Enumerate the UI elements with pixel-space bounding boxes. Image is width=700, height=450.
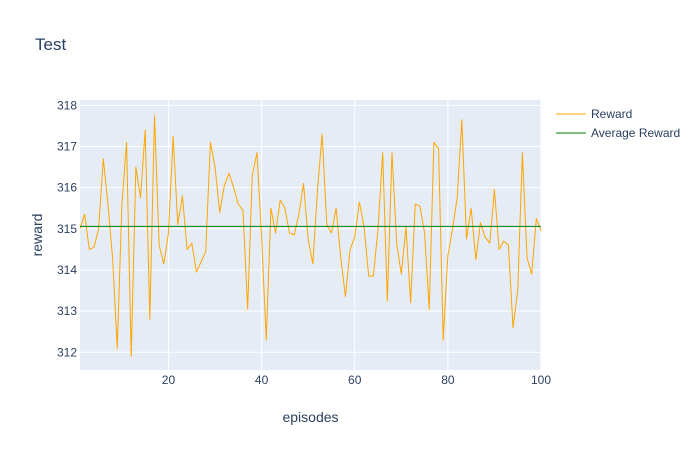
y-tick-label: 313 — [57, 304, 77, 318]
plot-background — [80, 100, 541, 370]
x-tick-label: 100 — [531, 373, 551, 387]
x-tick-label: 60 — [348, 373, 362, 387]
legend-item-average-reward[interactable]: Average Reward — [556, 126, 680, 140]
y-tick-label: 317 — [57, 140, 77, 154]
x-tick-label: 80 — [441, 373, 455, 387]
chart-title: Test — [35, 35, 66, 54]
y-tick-label: 314 — [57, 263, 77, 277]
y-axis-title: reward — [29, 214, 45, 257]
x-axis-title: episodes — [282, 409, 338, 425]
y-axis-ticks: 312 313 314 315 316 317 318 — [57, 98, 77, 359]
x-tick-label: 40 — [255, 373, 269, 387]
y-tick-label: 316 — [57, 181, 77, 195]
y-tick-label: 318 — [57, 98, 77, 112]
legend[interactable]: Reward Average Reward — [556, 107, 680, 140]
series-line-reward — [79, 115, 542, 357]
legend-label: Average Reward — [591, 126, 680, 140]
legend-label: Reward — [591, 107, 632, 121]
plot-area — [79, 100, 542, 370]
series-lines — [79, 115, 542, 357]
x-axis-ticks: 20 40 60 80 100 — [162, 373, 552, 387]
x-tick-label: 20 — [162, 373, 176, 387]
y-tick-label: 312 — [57, 345, 77, 359]
y-tick-label: 315 — [57, 222, 77, 236]
legend-item-reward[interactable]: Reward — [556, 107, 632, 121]
